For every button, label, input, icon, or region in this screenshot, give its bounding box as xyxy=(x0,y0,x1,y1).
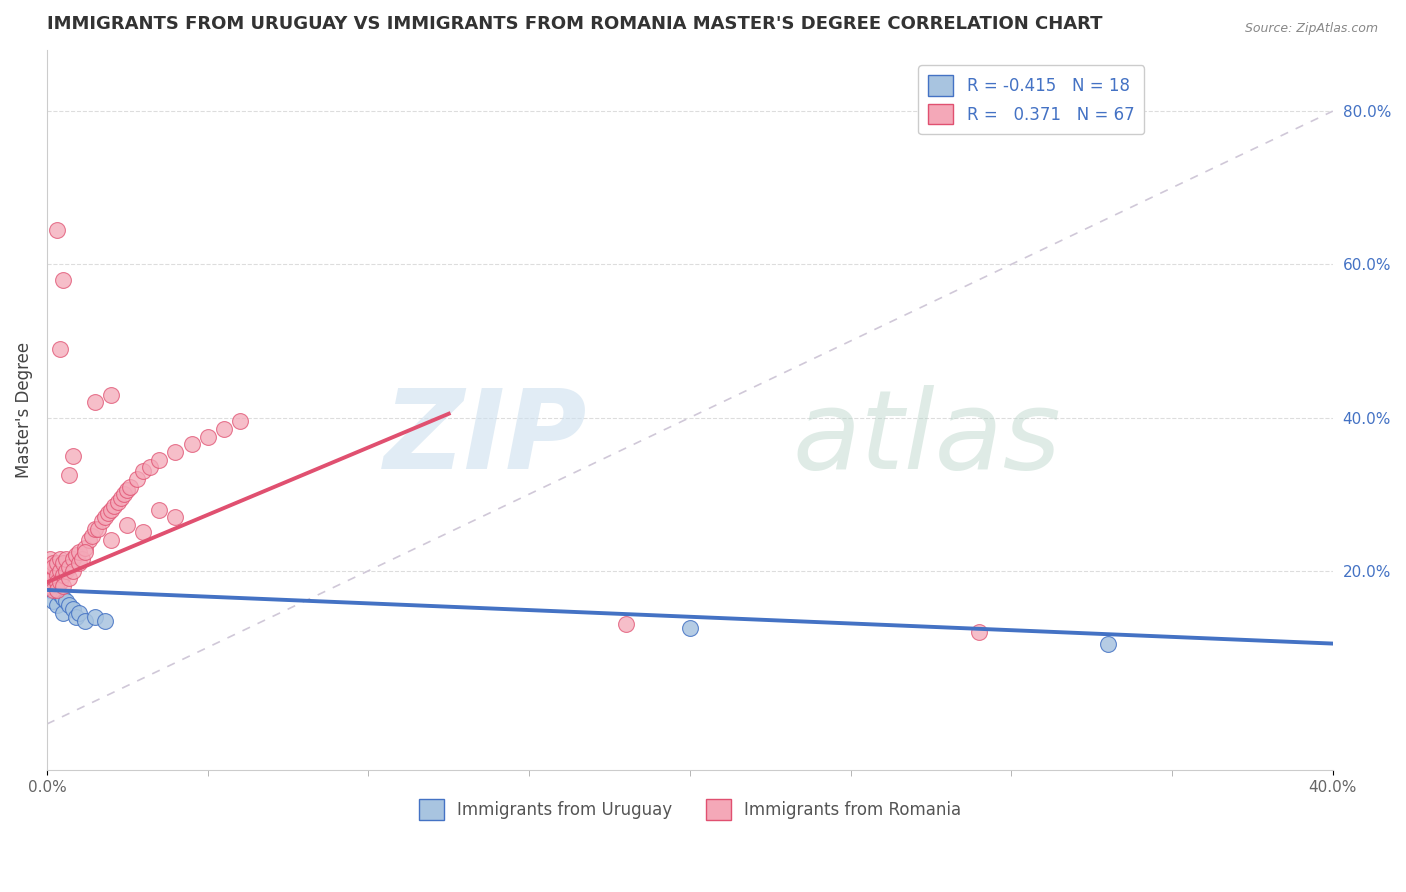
Point xyxy=(75,544,97,558)
Point xyxy=(70,552,93,566)
Point xyxy=(117,517,139,532)
Point xyxy=(45,599,67,613)
Point xyxy=(132,525,155,540)
Point xyxy=(42,572,65,586)
Point xyxy=(45,575,67,590)
Point xyxy=(197,430,219,444)
Point xyxy=(45,556,67,570)
Point xyxy=(62,602,84,616)
Point xyxy=(42,560,65,574)
Point xyxy=(62,449,84,463)
Text: atlas: atlas xyxy=(793,385,1062,492)
Point xyxy=(52,606,75,620)
Point xyxy=(55,594,77,608)
Point xyxy=(67,556,90,570)
Point xyxy=(180,437,202,451)
Point xyxy=(67,544,90,558)
Point xyxy=(1097,637,1119,651)
Point xyxy=(84,522,107,536)
Point xyxy=(42,582,65,597)
Point xyxy=(100,387,122,401)
Point xyxy=(55,552,77,566)
Point xyxy=(48,552,70,566)
Point xyxy=(62,552,84,566)
Point xyxy=(103,499,125,513)
Point xyxy=(39,552,62,566)
Point xyxy=(120,479,142,493)
Point xyxy=(48,575,70,590)
Point xyxy=(75,541,97,555)
Point xyxy=(65,609,87,624)
Text: Source: ZipAtlas.com: Source: ZipAtlas.com xyxy=(1244,22,1378,36)
Point xyxy=(148,452,170,467)
Point xyxy=(139,460,162,475)
Point xyxy=(67,606,90,620)
Point xyxy=(110,491,132,505)
Text: IMMIGRANTS FROM URUGUAY VS IMMIGRANTS FROM ROMANIA MASTER'S DEGREE CORRELATION C: IMMIGRANTS FROM URUGUAY VS IMMIGRANTS FR… xyxy=(46,15,1102,33)
Text: ZIP: ZIP xyxy=(384,385,586,492)
Point xyxy=(39,579,62,593)
Point xyxy=(39,564,62,578)
Point xyxy=(229,414,252,428)
Legend: Immigrants from Uruguay, Immigrants from Romania: Immigrants from Uruguay, Immigrants from… xyxy=(412,793,967,827)
Point xyxy=(52,579,75,593)
Point xyxy=(52,556,75,570)
Point xyxy=(58,599,80,613)
Point xyxy=(58,468,80,483)
Point xyxy=(58,560,80,574)
Point xyxy=(42,572,65,586)
Point xyxy=(97,506,120,520)
Point xyxy=(39,582,62,597)
Point xyxy=(45,567,67,582)
Point xyxy=(112,487,135,501)
Point xyxy=(94,614,117,628)
Point xyxy=(614,617,637,632)
Point xyxy=(52,273,75,287)
Point xyxy=(132,464,155,478)
Point xyxy=(94,510,117,524)
Point xyxy=(52,591,75,605)
Point xyxy=(679,621,702,635)
Point xyxy=(125,472,148,486)
Point xyxy=(45,223,67,237)
Point xyxy=(62,564,84,578)
Point xyxy=(75,614,97,628)
Point xyxy=(90,514,112,528)
Point xyxy=(55,564,77,578)
Point xyxy=(148,502,170,516)
Point xyxy=(107,495,129,509)
Point xyxy=(967,625,990,640)
Point xyxy=(212,422,235,436)
Point xyxy=(42,556,65,570)
Point xyxy=(165,510,187,524)
Y-axis label: Master's Degree: Master's Degree xyxy=(15,342,32,478)
Point xyxy=(39,567,62,582)
Point xyxy=(45,575,67,590)
Point xyxy=(45,582,67,597)
Point xyxy=(80,529,103,543)
Point xyxy=(48,342,70,356)
Point xyxy=(77,533,100,548)
Point xyxy=(52,567,75,582)
Point xyxy=(100,502,122,516)
Point xyxy=(100,533,122,548)
Point xyxy=(117,483,139,498)
Point xyxy=(48,587,70,601)
Point xyxy=(42,594,65,608)
Point xyxy=(84,395,107,409)
Point xyxy=(58,572,80,586)
Point xyxy=(48,564,70,578)
Point xyxy=(165,445,187,459)
Point xyxy=(87,522,110,536)
Point xyxy=(84,609,107,624)
Point xyxy=(65,549,87,563)
